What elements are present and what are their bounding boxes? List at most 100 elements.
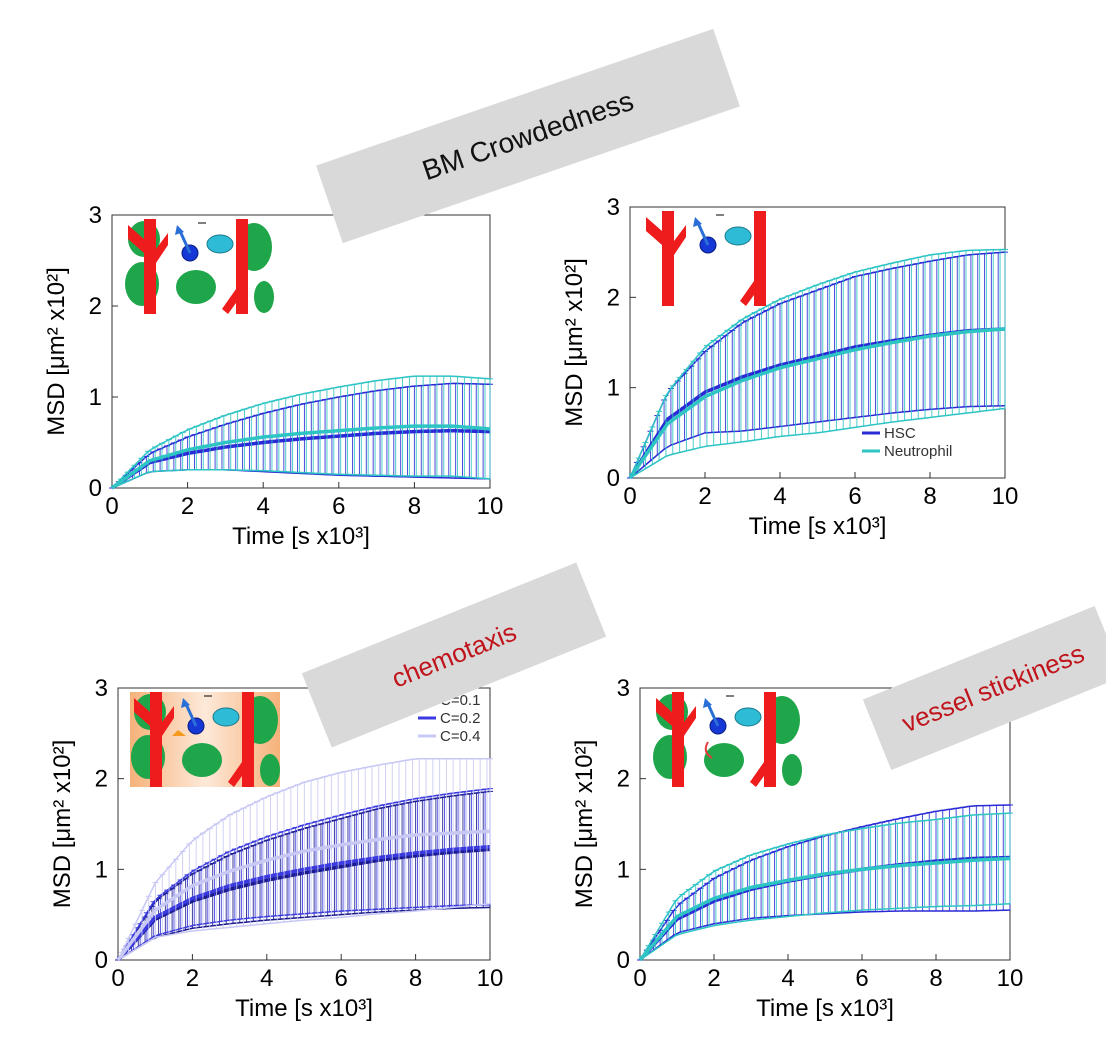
upper-bound-line: [121, 757, 490, 953]
blood-vessel-branch: [156, 233, 168, 263]
blood-vessel-branch: [134, 698, 150, 726]
mean-msd-line: [116, 829, 491, 962]
blood-vessel-branch: [162, 706, 174, 736]
blood-vessel: [764, 692, 776, 787]
blood-vessel: [672, 692, 684, 787]
velocity-arrowhead: [693, 217, 702, 227]
blood-vessel: [754, 211, 766, 306]
lower-bound-line: [631, 407, 1006, 478]
msd-plot-1: 0 2 4 6 8 10 0 1 2 3 Time [s x10³] MSD [μm² x10²]: [43, 202, 503, 550]
x-tick-label: 4: [781, 965, 794, 992]
blood-vessel-branch: [750, 762, 764, 787]
series-neutrophil: [628, 248, 1008, 479]
inset-schematic: [130, 692, 280, 787]
mean-msd-line: [110, 424, 491, 490]
y-tick-label: 3: [95, 675, 108, 702]
neutrophil-cell: [734, 707, 762, 727]
series-neutrophil: [110, 375, 493, 490]
x-tick-label: 8: [929, 965, 942, 992]
msd-plot-3: 0 2 4 6 8 10 0 1 2 3 Time [s x10³] MSD [μm² x10²] C=…: [49, 675, 503, 1022]
y-tick-label: 2: [617, 766, 630, 793]
neutrophil-cell: [212, 707, 240, 727]
legend-label: Neutrophil: [884, 443, 952, 460]
blood-vessel-branch: [228, 762, 242, 787]
x-tick-label: 10: [477, 965, 504, 992]
y-tick-label: 0: [95, 947, 108, 974]
upper-bound-line: [111, 382, 491, 489]
chemotaxis-arrow: [172, 730, 186, 736]
x-tick-label: 8: [408, 493, 421, 520]
x-tick-label: 10: [992, 483, 1019, 510]
blood-vessel-branch: [222, 289, 236, 314]
neutrophil-cell: [724, 226, 752, 246]
x-axis-label: Time [s x10³]: [232, 523, 370, 550]
y-tick-label: 0: [607, 465, 620, 492]
lower-bound-line: [629, 404, 1006, 479]
lower-bound-line: [639, 909, 1011, 961]
x-tick-label: 2: [707, 965, 720, 992]
y-tick-label: 3: [607, 194, 620, 221]
bm-cell: [260, 754, 280, 786]
x-axis-label: Time [s x10³]: [235, 995, 373, 1022]
velocity-arrowhead: [703, 698, 712, 708]
series-c-0-4: [116, 757, 493, 962]
blood-vessel-branch: [674, 225, 686, 255]
y-tick-label: 1: [95, 856, 108, 883]
y-tick-label: 1: [89, 384, 102, 411]
blood-vessel: [236, 219, 248, 314]
x-tick-label: 6: [855, 965, 868, 992]
series-neutrophil: [638, 812, 1013, 962]
lower-bound-line: [121, 903, 491, 959]
bm-cell: [176, 270, 216, 304]
upper-bound-line: [119, 787, 491, 958]
blood-vessel-branch: [684, 706, 696, 736]
blood-vessel-branch: [646, 217, 662, 245]
blood-vessel: [662, 211, 674, 306]
legend-label: C=0.4: [440, 728, 480, 745]
x-tick-label: 8: [409, 965, 422, 992]
upper-bound-line: [629, 251, 1006, 479]
inset-schematic: [646, 211, 766, 306]
velocity-arrowhead: [181, 698, 190, 708]
y-tick-label: 1: [617, 856, 630, 883]
series-hsc: [637, 804, 1013, 962]
bm-cell: [782, 754, 802, 786]
x-tick-label: 10: [477, 493, 504, 520]
velocity-arrow: [696, 222, 710, 246]
x-tick-label: 0: [111, 965, 124, 992]
series-hsc: [109, 382, 493, 490]
y-tick-label: 0: [617, 947, 630, 974]
y-axis-label: MSD [μm² x10²]: [561, 258, 588, 427]
legend-label: C=0.2: [440, 710, 480, 727]
velocity-arrow: [184, 703, 198, 727]
y-tick-label: 3: [89, 202, 102, 229]
bm-cell: [182, 743, 222, 777]
y-axis-label: MSD [μm² x10²]: [43, 267, 70, 436]
bm-cell: [704, 743, 744, 777]
y-tick-label: 3: [617, 675, 630, 702]
x-tick-label: 4: [773, 483, 786, 510]
inset-schematic: [653, 692, 802, 787]
x-tick-label: 4: [257, 493, 270, 520]
blood-vessel: [144, 219, 156, 314]
series-hsc: [627, 251, 1008, 479]
upper-bound-line: [631, 248, 1006, 475]
y-axis-label: MSD [μm² x10²]: [49, 740, 76, 909]
y-tick-label: 0: [89, 475, 102, 502]
y-tick-label: 1: [607, 375, 620, 402]
blood-vessel: [150, 692, 162, 787]
adhesion-arrow: [704, 741, 713, 759]
x-tick-label: 2: [698, 483, 711, 510]
y-tick-label: 2: [607, 284, 620, 311]
x-tick-label: 10: [997, 965, 1024, 992]
mean-msd-line: [628, 327, 1006, 479]
upper-bound-line: [113, 375, 491, 487]
neutrophil-cell: [206, 234, 234, 254]
x-axis-label: Time [s x10³]: [749, 513, 887, 540]
x-tick-label: 0: [105, 493, 118, 520]
x-tick-label: 2: [181, 493, 194, 520]
x-tick-label: 8: [923, 483, 936, 510]
bm-cell: [254, 281, 274, 313]
